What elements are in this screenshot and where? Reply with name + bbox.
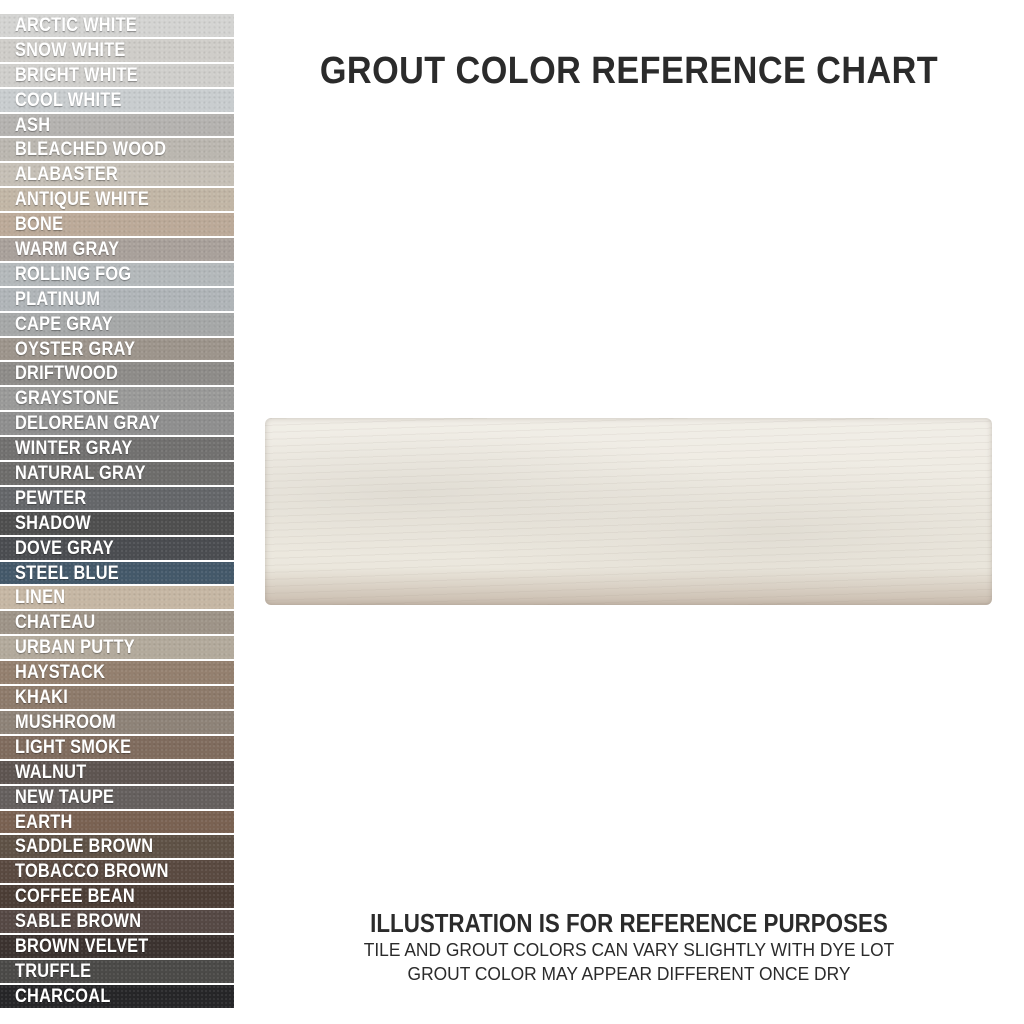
grout-swatch: DRIFTWOOD <box>0 362 234 386</box>
grout-swatch-label: KHAKI <box>15 687 69 709</box>
grout-swatch: WARM GRAY <box>0 238 234 261</box>
grout-swatch-label: LIGHT SMOKE <box>15 736 132 758</box>
grout-swatch-label: ARCTIC WHITE <box>15 15 138 36</box>
grout-swatch-label: BLEACHED WOOD <box>15 139 167 161</box>
grout-swatch-label: EARTH <box>15 811 73 833</box>
grout-swatch: LINEN <box>0 586 234 610</box>
grout-swatch: CAPE GRAY <box>0 312 234 336</box>
grout-swatch-label: MUSHROOM <box>15 711 117 733</box>
grout-swatch-label: PLATINUM <box>15 288 101 310</box>
grout-swatch-label: BONE <box>15 214 64 236</box>
grout-swatch-label: BRIGHT WHITE <box>15 64 138 86</box>
grout-swatch-label: WINTER GRAY <box>15 438 133 460</box>
grout-swatch-label: BROWN VELVET <box>15 935 149 957</box>
grout-swatch-label: COFFEE BEAN <box>15 886 135 908</box>
grout-swatch: DELOREAN GRAY <box>0 412 234 436</box>
grout-swatch: BONE <box>0 213 234 237</box>
grout-swatch: MUSHROOM <box>0 710 234 734</box>
grout-swatch: ANTIQUE WHITE <box>0 188 234 212</box>
grout-swatch: COOL WHITE <box>0 88 234 112</box>
grout-swatch: URBAN PUTTY <box>0 636 234 660</box>
grout-swatch: GRAYSTONE <box>0 387 234 411</box>
grout-swatch-label: SNOW WHITE <box>15 39 126 61</box>
grout-swatch-list: ARCTIC WHITE SNOW WHITE BRIGHT WHITE COOL W… <box>0 14 234 1010</box>
grout-swatch-label: WARM GRAY <box>15 239 120 261</box>
grout-swatch: TRUFFLE <box>0 959 234 983</box>
grout-swatch-label: CHARCOAL <box>15 985 111 1007</box>
grout-swatch-label: TOBACCO BROWN <box>15 861 169 883</box>
grout-swatch: SADDLE BROWN <box>0 835 234 859</box>
grout-swatch: OYSTER GRAY <box>0 337 234 361</box>
grout-swatch: KHAKI <box>0 686 234 709</box>
disclaimer-heading: ILLUSTRATION IS FOR REFERENCE PURPOSES <box>370 908 888 938</box>
grout-swatch-label: STEEL BLUE <box>15 562 119 584</box>
disclaimer-line-2: GROUT COLOR MAY APPEAR DIFFERENT ONCE DR… <box>407 963 851 984</box>
grout-swatch-label: DOVE GRAY <box>15 537 114 559</box>
grout-swatch: ARCTIC WHITE <box>0 14 234 37</box>
grout-swatch-label: COOL WHITE <box>15 89 122 111</box>
disclaimer: ILLUSTRATION IS FOR REFERENCE PURPOSES T… <box>234 908 1024 986</box>
grout-swatch-label: ROLLING FOG <box>15 263 132 285</box>
grout-swatch: SNOW WHITE <box>0 38 234 62</box>
grout-swatch: BLEACHED WOOD <box>0 138 234 162</box>
grout-swatch-label: SHADOW <box>15 512 91 534</box>
grout-swatch: ROLLING FOG <box>0 262 234 286</box>
grout-swatch-label: ALABASTER <box>15 164 119 186</box>
grout-swatch: COFFEE BEAN <box>0 885 234 909</box>
disclaimer-line-1: TILE AND GROUT COLORS CAN VARY SLIGHTLY … <box>363 939 895 960</box>
grout-swatch-label: SADDLE BROWN <box>15 836 154 858</box>
grout-swatch: DOVE GRAY <box>0 536 234 560</box>
grout-swatch: WINTER GRAY <box>0 437 234 461</box>
grout-swatch-label: DRIFTWOOD <box>15 363 119 385</box>
grout-swatch: NEW TAUPE <box>0 785 234 809</box>
grout-swatch-label: SABLE BROWN <box>15 911 142 933</box>
grout-swatch-label: GRAYSTONE <box>15 388 120 410</box>
grout-swatch-label: CAPE GRAY <box>15 313 113 335</box>
grout-swatch-label: ANTIQUE WHITE <box>15 189 150 211</box>
grout-swatch: ALABASTER <box>0 163 234 187</box>
grout-swatch-label: DELOREAN GRAY <box>15 413 161 435</box>
grout-swatch: BRIGHT WHITE <box>0 63 234 87</box>
grout-swatch: HAYSTACK <box>0 661 234 685</box>
grout-swatch: SABLE BROWN <box>0 910 234 933</box>
grout-swatch-label: WALNUT <box>15 761 87 783</box>
page-title: GROUT COLOR REFERENCE CHART <box>319 50 939 92</box>
grout-swatch: CHARCOAL <box>0 984 234 1008</box>
grout-swatch: SHADOW <box>0 511 234 535</box>
grout-swatch: WALNUT <box>0 760 234 784</box>
grout-swatch-label: NEW TAUPE <box>15 786 115 808</box>
grout-swatch-label: PEWTER <box>15 487 87 509</box>
grout-swatch-label: HAYSTACK <box>15 662 106 684</box>
grout-swatch-label: LINEN <box>15 587 66 609</box>
grout-swatch: TOBACCO BROWN <box>0 860 234 884</box>
grout-swatch: BROWN VELVET <box>0 934 234 958</box>
grout-swatch: ASH <box>0 113 234 137</box>
grout-swatch-label: OYSTER GRAY <box>15 338 136 360</box>
grout-swatch-label: TRUFFLE <box>15 960 92 982</box>
grout-swatch: PLATINUM <box>0 287 234 311</box>
grout-swatch-label: URBAN PUTTY <box>15 637 135 659</box>
grout-swatch: CHATEAU <box>0 611 234 635</box>
grout-swatch-label: ASH <box>15 114 51 136</box>
grout-swatch: PEWTER <box>0 486 234 510</box>
brick-tile-preview <box>265 418 992 605</box>
grout-swatch: EARTH <box>0 810 234 834</box>
grout-swatch: STEEL BLUE <box>0 561 234 585</box>
grout-swatch-label: CHATEAU <box>15 612 96 634</box>
grout-swatch: NATURAL GRAY <box>0 462 234 485</box>
grout-swatch-label: NATURAL GRAY <box>15 463 146 485</box>
grout-swatch: LIGHT SMOKE <box>0 735 234 759</box>
